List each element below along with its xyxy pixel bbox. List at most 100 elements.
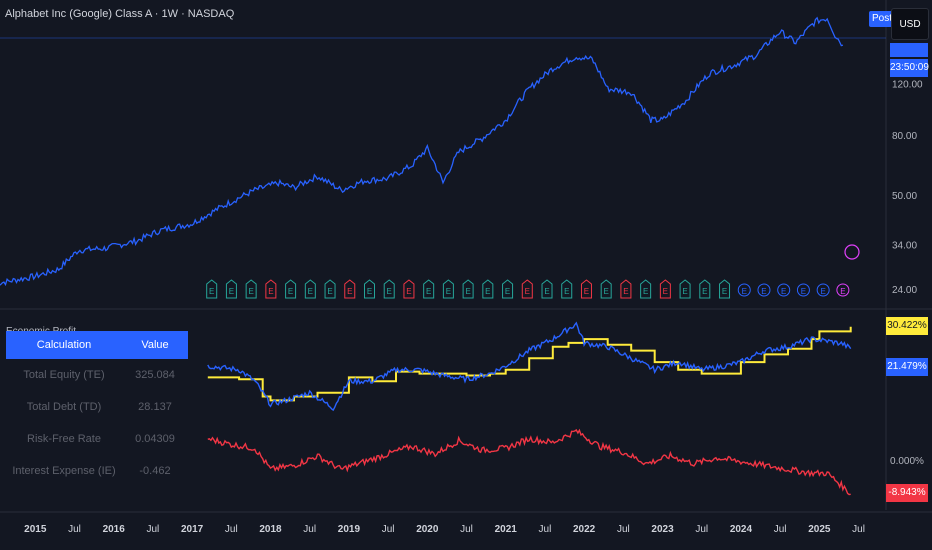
earnings-marker-shape <box>659 279 671 299</box>
earnings-marker-label: E <box>682 287 687 296</box>
time-axis[interactable]: 2015 Jul 2016 Jul 2017 Jul 2018 Jul 2019 Jul 2020 J… <box>24 524 865 535</box>
earnings-marker-label: E <box>465 287 470 296</box>
time-tick-label: Jul <box>774 524 787 535</box>
time-tick-label: Jul <box>303 524 316 535</box>
earnings-marker-shape <box>423 279 435 299</box>
earnings-marker-label: E <box>426 287 431 296</box>
earnings-marker-shape <box>580 279 592 299</box>
earnings-marker-shape <box>442 279 454 299</box>
earnings-marker-label: E <box>288 287 293 296</box>
time-tick-label: Jul <box>146 524 159 535</box>
earnings-marker-shape <box>502 279 514 299</box>
session-badge: Post <box>869 11 896 27</box>
price-tick-label: 120.00 <box>892 79 923 90</box>
earnings-marker-shape <box>737 283 751 297</box>
earnings-marker: E <box>245 279 257 299</box>
time-tick-label: Jul <box>382 524 395 535</box>
symbol-title[interactable]: Alphabet Inc (Google) Class A · 1W · NAS… <box>5 8 235 20</box>
economic-profit-pane[interactable] <box>207 321 852 496</box>
time-tick-label: 2024 <box>730 524 753 535</box>
earnings-marker: E <box>265 279 277 299</box>
earnings-marker: E <box>206 279 218 299</box>
earnings-marker-shape <box>462 279 474 299</box>
earnings-marker-shape <box>363 279 375 299</box>
time-tick-label: 2025 <box>808 524 831 535</box>
table-cell: Total Debt (TD) <box>26 401 102 413</box>
earnings-marker: E <box>482 279 494 299</box>
earnings-marker-shape <box>561 279 573 299</box>
earnings-marker-label: E <box>801 287 806 296</box>
table-cell: Interest Expense (IE) <box>12 465 116 477</box>
earnings-marker-shape <box>777 283 791 297</box>
earnings-marker-shape <box>383 279 395 299</box>
red-value-badge: -8.943% <box>886 484 928 502</box>
time-tick-label: 2023 <box>651 524 674 535</box>
currency-selector[interactable]: USD <box>891 8 929 40</box>
earnings-marker-shape <box>816 283 830 297</box>
time-tick-label: 2016 <box>103 524 126 535</box>
time-tick-label: Jul <box>695 524 708 535</box>
yellow-value-badge: 30.422% <box>886 317 928 335</box>
earnings-marker: E <box>600 279 612 299</box>
time-tick-label: Jul <box>539 524 552 535</box>
earnings-marker-label: E <box>229 287 234 296</box>
earnings-marker-shape <box>206 279 218 299</box>
earnings-marker: E <box>719 279 731 299</box>
earnings-marker-label: E <box>367 287 372 296</box>
earnings-marker-label: E <box>722 287 727 296</box>
split-icon <box>844 244 860 260</box>
time-tick-label: Jul <box>460 524 473 535</box>
table-row: Interest Expense (IE) -0.462 <box>6 455 188 487</box>
ep-line-red <box>207 428 851 496</box>
earnings-marker-shape <box>344 279 356 299</box>
earnings-marker: E <box>679 279 691 299</box>
earnings-marker-shape <box>699 279 711 299</box>
table-cell: Total Equity (TE) <box>23 369 105 381</box>
price-pane[interactable] <box>0 16 844 287</box>
table-header-value: Value <box>122 331 188 359</box>
earnings-marker: E <box>363 279 375 299</box>
earnings-marker-label: E <box>248 287 253 296</box>
price-tick-label: 80.00 <box>892 131 917 142</box>
earnings-marker: E <box>521 279 533 299</box>
earnings-marker: E <box>423 279 435 299</box>
earnings-marker: E <box>502 279 514 299</box>
earnings-marker: E <box>796 283 810 297</box>
time-tick-label: Jul <box>225 524 238 535</box>
earnings-marker-shape <box>679 279 691 299</box>
earnings-marker-shape <box>757 283 771 297</box>
earnings-marker-shape <box>640 279 652 299</box>
earnings-marker-shape <box>836 283 850 297</box>
time-tick-label: 2017 <box>181 524 204 535</box>
earnings-marker-label: E <box>663 287 668 296</box>
earnings-marker-label: E <box>525 287 530 296</box>
table-cell: -0.462 <box>139 465 171 477</box>
price-axis[interactable]: 24.00 34.00 50.00 80.00 120.00 <box>892 79 923 296</box>
earnings-marker-label: E <box>702 287 707 296</box>
earnings-marker-shape <box>225 279 237 299</box>
table-row: Total Debt (TD) 28.137 <box>6 391 188 423</box>
earnings-marker: E <box>561 279 573 299</box>
ep-line-yellow <box>207 326 852 402</box>
earnings-marker: E <box>383 279 395 299</box>
earnings-marker-shape <box>719 279 731 299</box>
table-row: Risk-Free Rate 0.04309 <box>6 423 188 455</box>
table-cell: 0.04309 <box>135 433 175 445</box>
table-row: Total Equity (TE) 325.084 <box>6 359 188 391</box>
earnings-marker-shape <box>245 279 257 299</box>
time-tick-label: Jul <box>852 524 865 535</box>
earnings-marker-shape <box>265 279 277 299</box>
price-line <box>0 16 844 287</box>
earnings-marker-label: E <box>209 287 214 296</box>
earnings-marker: E <box>816 283 830 297</box>
earnings-marker-label: E <box>347 287 352 296</box>
earnings-marker-shape <box>304 279 316 299</box>
earnings-marker: E <box>304 279 316 299</box>
earnings-marker-shape <box>324 279 336 299</box>
earnings-marker: E <box>285 279 297 299</box>
earnings-marker-label: E <box>268 287 273 296</box>
earnings-marker-label: E <box>485 287 490 296</box>
earnings-marker-shape <box>403 279 415 299</box>
